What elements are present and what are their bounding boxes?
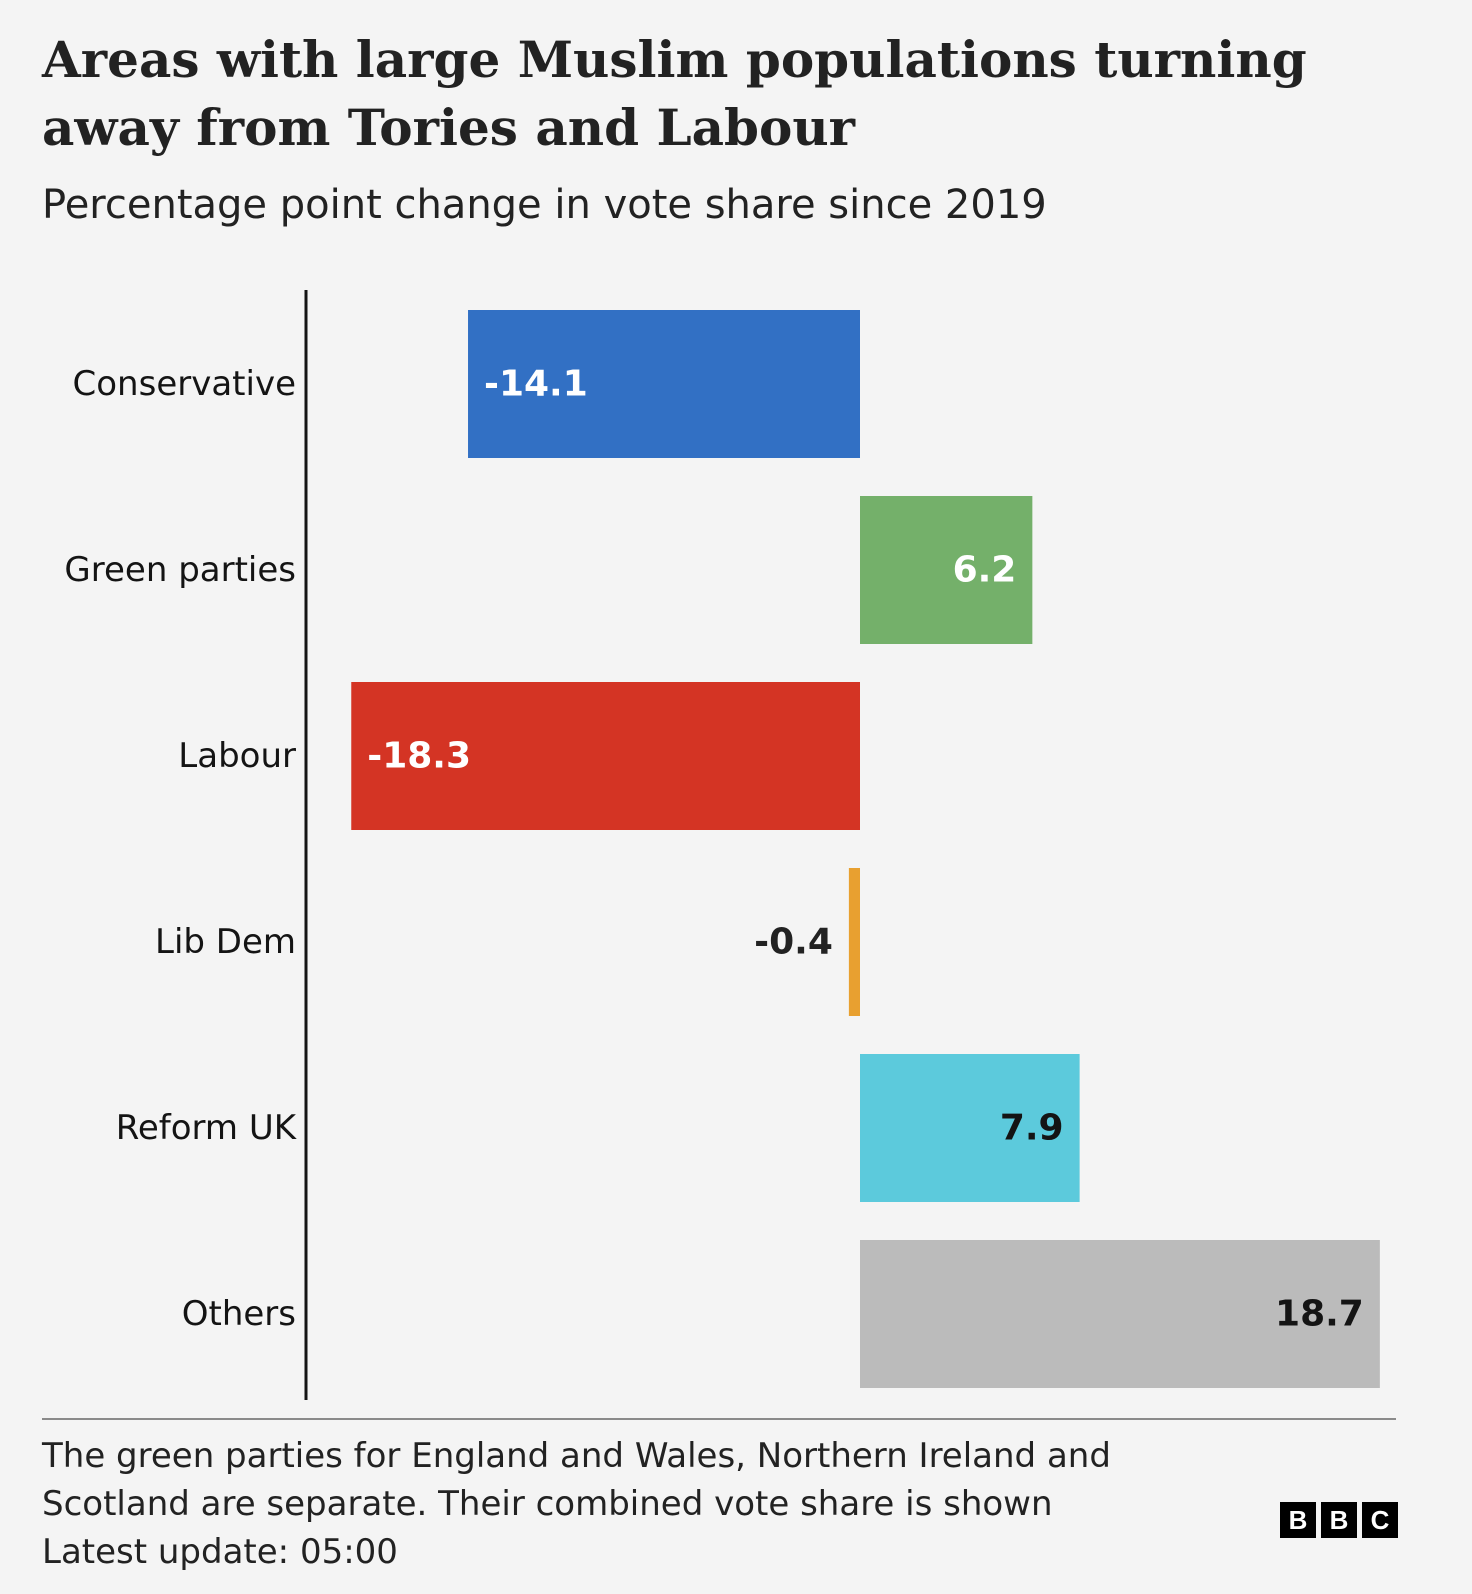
bbc-logo: B B C: [1280, 1502, 1398, 1538]
chart-title: Areas with large Muslim populations turn…: [42, 30, 1307, 157]
footnote-line-2: Scotland are separate. Their combined vo…: [42, 1484, 1053, 1524]
category-label: Lib Dem: [155, 922, 296, 962]
bar: [848, 868, 860, 1016]
bar-chart: Conservative -14.1 Green parties 6.2 Labour -…: [64, 290, 1380, 1400]
value-label: 7.9: [1000, 1108, 1064, 1149]
bar: [468, 310, 860, 458]
chart-subtitle: Percentage point change in vote share si…: [42, 182, 1047, 228]
category-label: Green parties: [64, 550, 296, 590]
bbc-logo-block-b2: B: [1321, 1502, 1357, 1538]
footer-divider: [42, 1418, 1396, 1420]
bar: [860, 496, 1033, 644]
value-label: -14.1: [484, 364, 588, 405]
footnote-line-1: The green parties for England and Wales,…: [42, 1436, 1111, 1476]
category-label: Conservative: [73, 364, 296, 404]
footnote: The green parties for England and Wales,…: [42, 1432, 1242, 1576]
bbc-logo-block-b1: B: [1280, 1502, 1316, 1538]
bar: [860, 1054, 1080, 1202]
category-label: Others: [182, 1294, 296, 1334]
value-label: 18.7: [1275, 1294, 1364, 1335]
category-label: Labour: [178, 736, 296, 776]
value-label: -18.3: [367, 736, 471, 777]
bar: [351, 682, 860, 830]
bar: [860, 1240, 1380, 1388]
bbc-logo-block-c: C: [1362, 1502, 1398, 1538]
latest-update: Latest update: 05:00: [42, 1532, 398, 1572]
category-label: Reform UK: [116, 1108, 298, 1148]
value-label: 6.2: [953, 550, 1017, 591]
value-label: -0.4: [754, 922, 833, 963]
